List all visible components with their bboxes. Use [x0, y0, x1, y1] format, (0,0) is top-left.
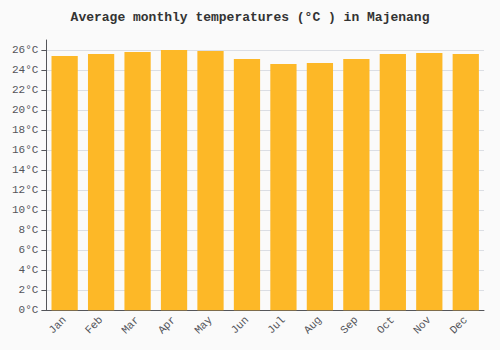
- svg-text:Oct: Oct: [375, 314, 397, 336]
- svg-text:24°C: 24°C: [12, 64, 39, 76]
- svg-text:Jul: Jul: [265, 314, 287, 336]
- svg-text:22°C: 22°C: [12, 84, 39, 96]
- svg-text:Average monthly temperatures (: Average monthly temperatures (°C ) in Ma…: [71, 10, 430, 25]
- svg-text:8°C: 8°C: [19, 224, 39, 236]
- svg-text:16°C: 16°C: [12, 144, 39, 156]
- svg-text:0°C: 0°C: [19, 304, 39, 316]
- svg-text:Sep: Sep: [338, 314, 360, 336]
- svg-text:Jun: Jun: [229, 314, 251, 336]
- svg-text:Apr: Apr: [156, 314, 178, 336]
- svg-text:Jan: Jan: [46, 314, 68, 336]
- svg-text:4°C: 4°C: [19, 264, 39, 276]
- svg-text:18°C: 18°C: [12, 124, 39, 136]
- svg-text:Aug: Aug: [302, 314, 324, 336]
- svg-text:26°C: 26°C: [12, 44, 39, 56]
- svg-text:Nov: Nov: [411, 314, 434, 337]
- svg-text:6°C: 6°C: [19, 244, 39, 256]
- svg-text:Dec: Dec: [448, 314, 470, 336]
- svg-text:2°C: 2°C: [19, 284, 39, 296]
- svg-text:Mar: Mar: [119, 314, 141, 336]
- svg-text:20°C: 20°C: [12, 104, 39, 116]
- svg-text:10°C: 10°C: [12, 204, 39, 216]
- svg-text:May: May: [192, 314, 215, 337]
- svg-text:Feb: Feb: [83, 314, 105, 336]
- svg-text:12°C: 12°C: [12, 184, 39, 196]
- svg-text:14°C: 14°C: [12, 164, 39, 176]
